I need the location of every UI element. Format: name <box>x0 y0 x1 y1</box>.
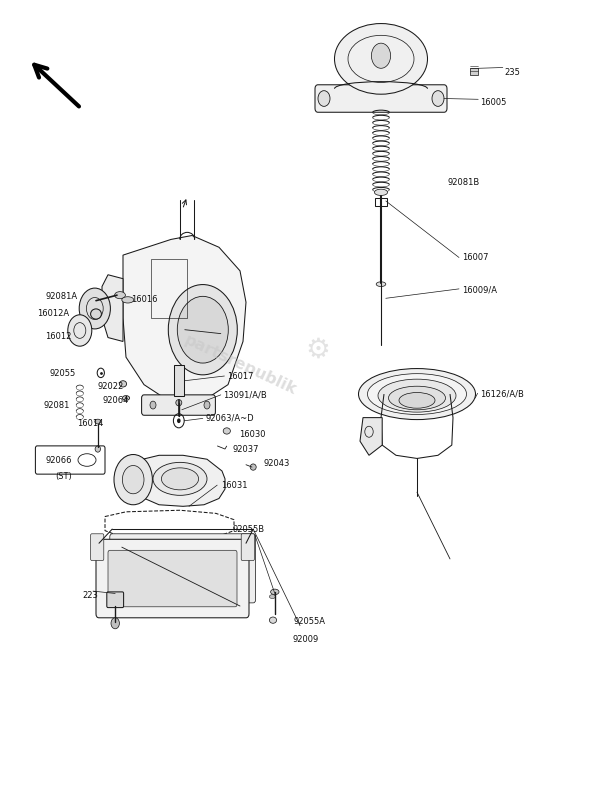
Circle shape <box>318 91 330 107</box>
Polygon shape <box>102 275 123 341</box>
Text: 92022: 92022 <box>97 382 124 391</box>
Text: 16031: 16031 <box>221 481 247 491</box>
Ellipse shape <box>271 589 279 595</box>
Text: 92064: 92064 <box>102 396 128 405</box>
FancyBboxPatch shape <box>91 534 104 560</box>
Text: 92081B: 92081B <box>447 177 479 187</box>
Bar <box>470 68 478 75</box>
Text: 92055A: 92055A <box>294 617 326 626</box>
Ellipse shape <box>367 374 467 414</box>
Bar <box>151 259 187 318</box>
FancyBboxPatch shape <box>107 592 124 608</box>
Circle shape <box>68 315 92 346</box>
Circle shape <box>150 401 156 409</box>
Text: 223: 223 <box>83 590 98 600</box>
Ellipse shape <box>119 381 127 387</box>
Text: 16016: 16016 <box>131 294 157 304</box>
Text: 92055: 92055 <box>49 369 76 378</box>
Ellipse shape <box>161 468 199 490</box>
Text: 16014: 16014 <box>77 418 103 428</box>
Circle shape <box>432 91 444 107</box>
Circle shape <box>122 466 144 494</box>
Text: 92066: 92066 <box>45 455 71 465</box>
Polygon shape <box>129 455 225 506</box>
Text: 16012A: 16012A <box>37 309 70 318</box>
Polygon shape <box>360 418 382 455</box>
Ellipse shape <box>335 24 427 94</box>
Text: 13091/A/B: 13091/A/B <box>223 390 267 400</box>
Text: 16005: 16005 <box>480 97 506 107</box>
Ellipse shape <box>122 396 130 400</box>
Text: 16030: 16030 <box>239 429 265 439</box>
Text: 16009/A: 16009/A <box>462 286 497 295</box>
Text: ⚙: ⚙ <box>305 335 331 363</box>
FancyBboxPatch shape <box>315 85 447 112</box>
Text: 92081: 92081 <box>43 400 70 410</box>
Text: 16017: 16017 <box>227 372 253 382</box>
Text: 92009: 92009 <box>293 635 319 644</box>
Ellipse shape <box>176 400 182 406</box>
FancyBboxPatch shape <box>110 534 256 603</box>
FancyBboxPatch shape <box>108 550 237 607</box>
Ellipse shape <box>178 297 228 363</box>
Circle shape <box>204 401 210 409</box>
Text: 16012: 16012 <box>45 332 71 341</box>
Ellipse shape <box>376 282 386 287</box>
Ellipse shape <box>374 189 388 195</box>
Ellipse shape <box>269 617 277 623</box>
Ellipse shape <box>250 464 256 470</box>
Ellipse shape <box>122 297 134 303</box>
Text: 92055B: 92055B <box>233 524 265 534</box>
Circle shape <box>177 418 181 423</box>
Ellipse shape <box>389 386 445 410</box>
Ellipse shape <box>269 595 275 598</box>
Ellipse shape <box>95 419 101 424</box>
Text: 92043: 92043 <box>264 458 290 468</box>
Text: partsrepublik: partsrepublik <box>181 332 299 398</box>
Ellipse shape <box>378 379 456 412</box>
Ellipse shape <box>115 292 125 299</box>
Ellipse shape <box>358 368 475 419</box>
FancyBboxPatch shape <box>241 534 254 560</box>
Ellipse shape <box>223 428 230 434</box>
Polygon shape <box>123 236 246 404</box>
Text: 235: 235 <box>504 68 520 77</box>
Text: 16007: 16007 <box>462 253 488 262</box>
Text: 92037: 92037 <box>233 444 259 454</box>
Ellipse shape <box>95 446 101 452</box>
Text: 16126/A/B: 16126/A/B <box>480 389 524 399</box>
Ellipse shape <box>399 392 435 408</box>
Bar <box>375 198 387 206</box>
Text: 92081A: 92081A <box>45 292 77 301</box>
Circle shape <box>111 618 119 629</box>
Ellipse shape <box>91 309 101 319</box>
Circle shape <box>79 288 110 329</box>
Bar <box>174 365 184 396</box>
Text: 92063/A~D: 92063/A~D <box>205 414 254 423</box>
Circle shape <box>371 43 391 68</box>
FancyBboxPatch shape <box>96 539 249 618</box>
Circle shape <box>114 455 152 505</box>
Text: (ST): (ST) <box>55 472 72 481</box>
FancyBboxPatch shape <box>142 395 215 415</box>
Ellipse shape <box>168 285 238 375</box>
Ellipse shape <box>153 462 207 495</box>
